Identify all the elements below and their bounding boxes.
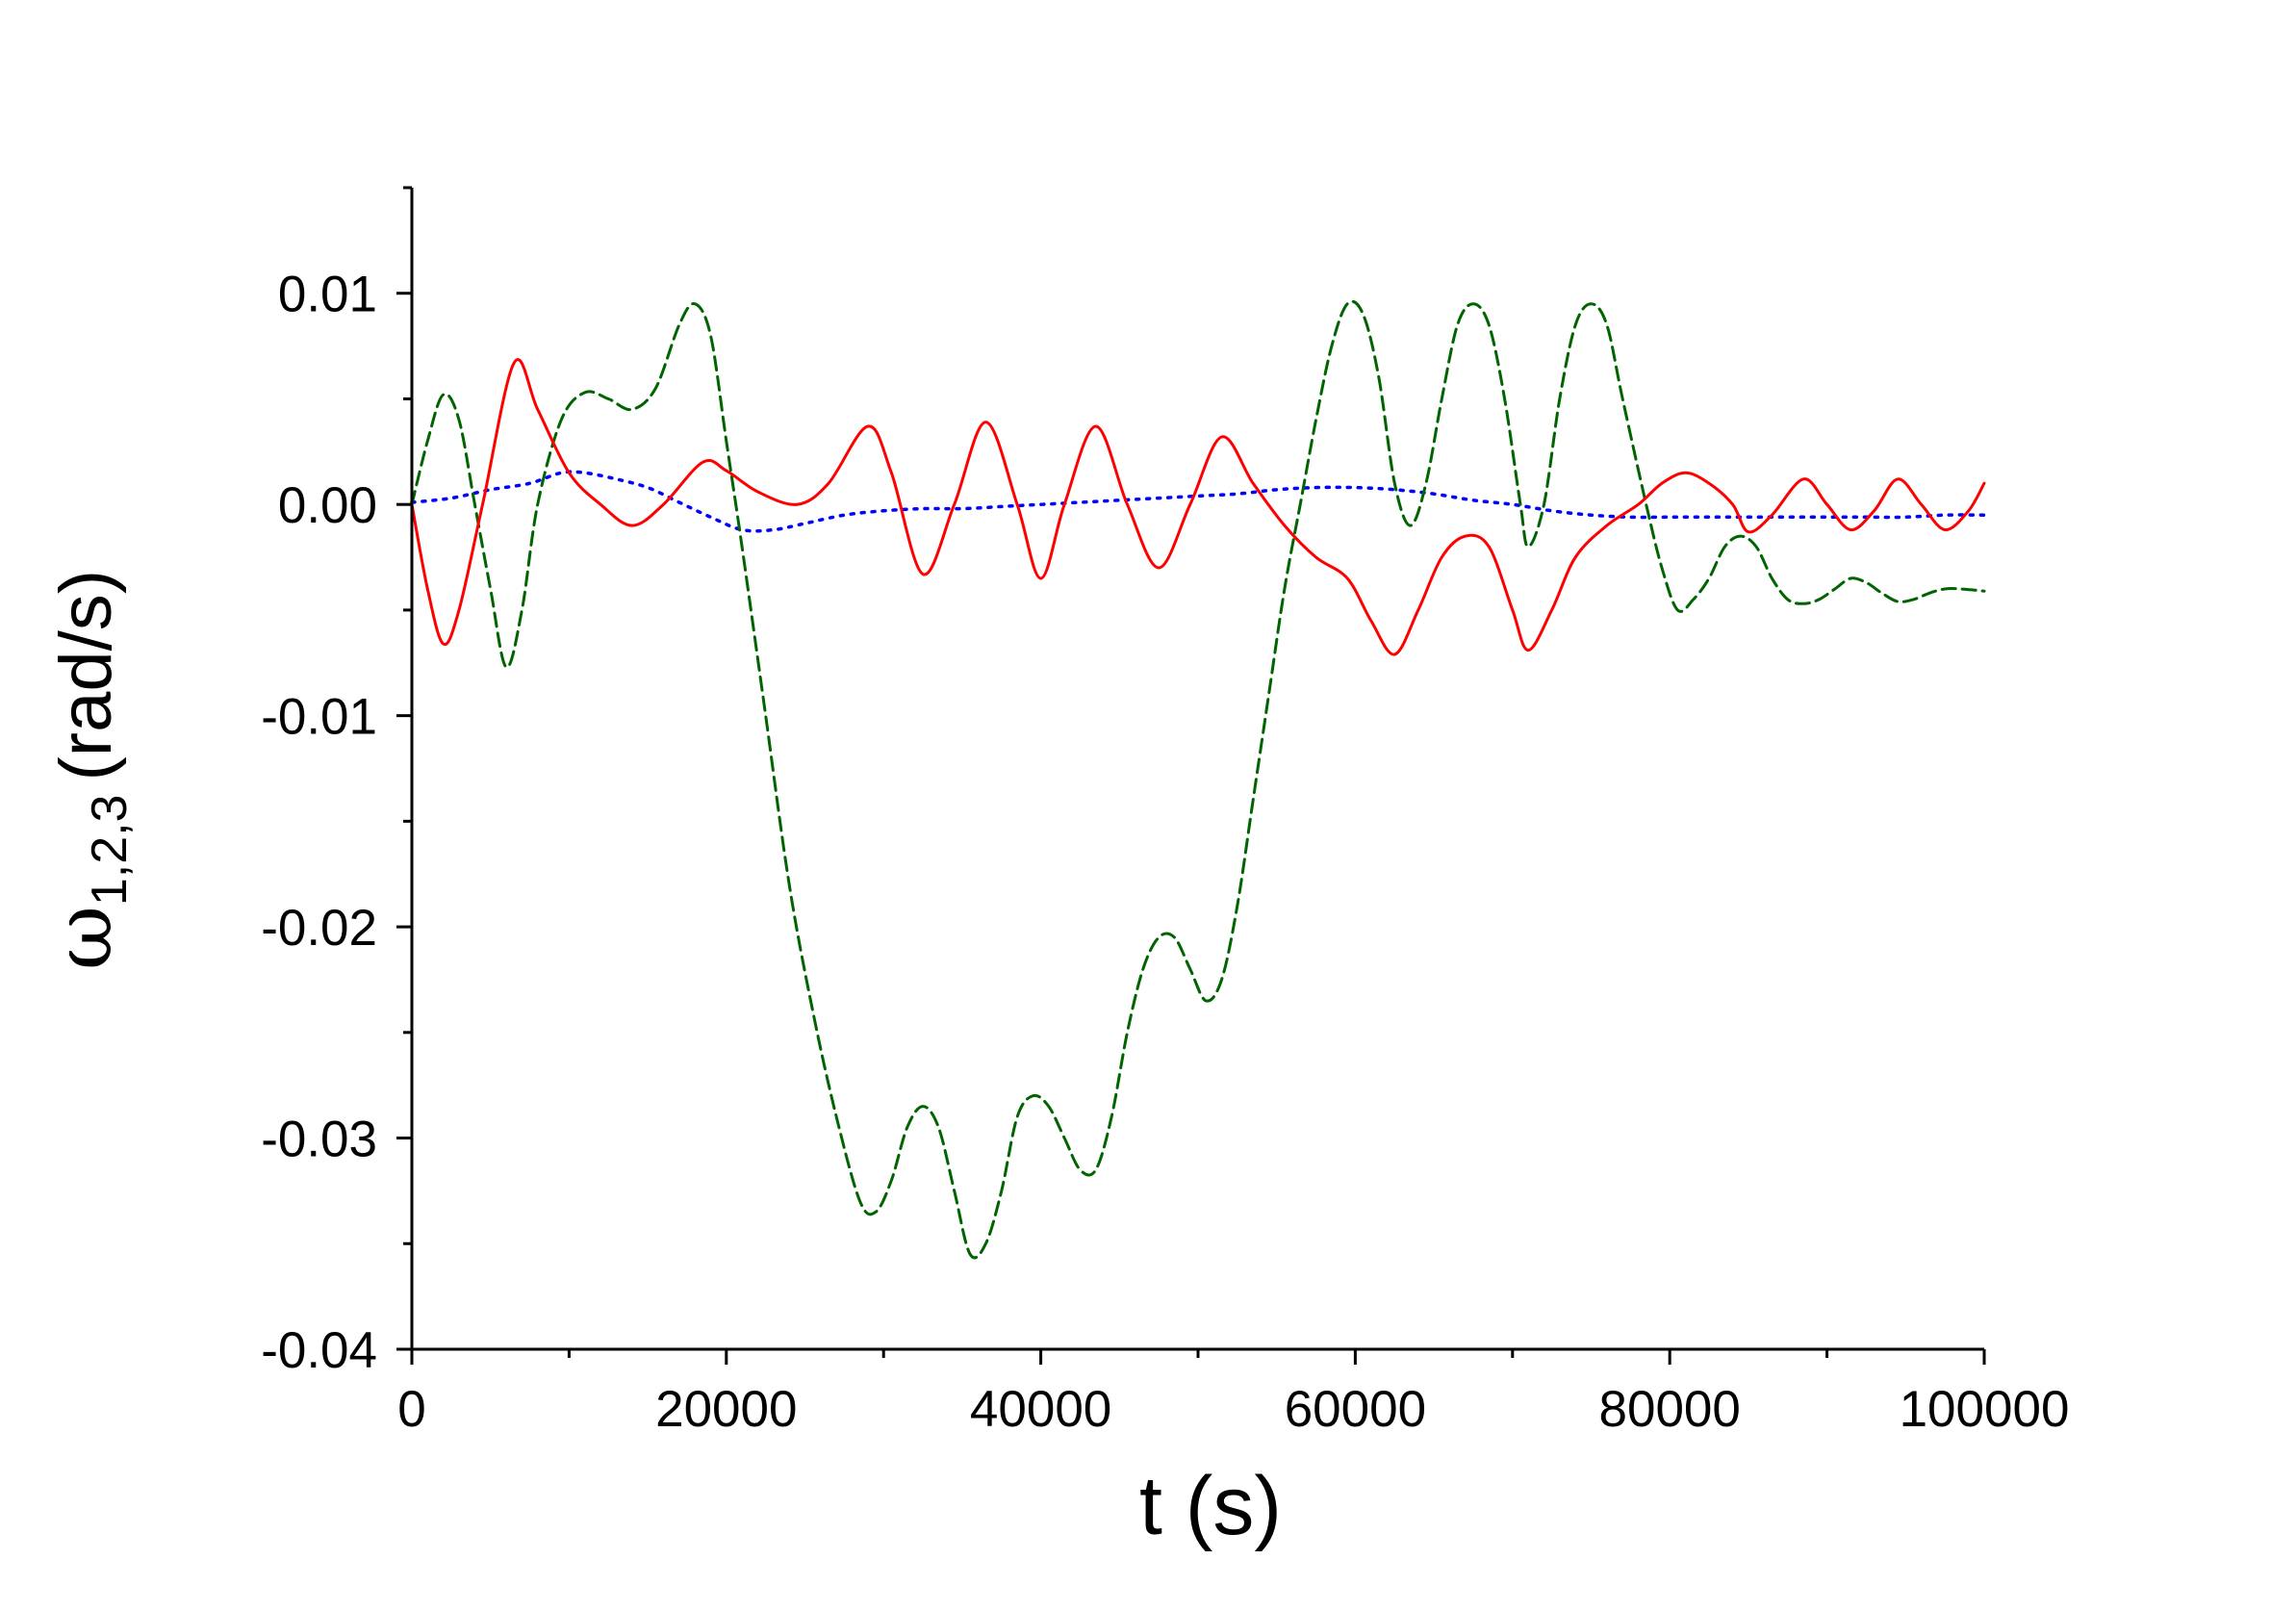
y-tick-label: -0.02 [261,900,377,957]
x-tick-label: 80000 [1599,1381,1741,1438]
series-line-dotted [410,470,1986,533]
x-axis-title: t (s) [1139,1460,1282,1552]
series-layer [410,299,1986,1260]
x-tick-label: 60000 [1285,1381,1426,1438]
x-tick-label: 100000 [1900,1381,2070,1438]
axes-layer [410,188,1984,1351]
x-tick-label: 20000 [655,1381,797,1438]
x-tick-label: 40000 [970,1381,1111,1438]
x-tick-label: 0 [397,1381,425,1438]
tick-labels-layer: 0 20000 40000 60000 80000 100000 -0.04 -0.03 -0.… [261,267,2069,1438]
y-tick-label: 0.00 [278,477,377,534]
y-tick-label: -0.03 [261,1112,377,1168]
series-line-dashed [410,299,1986,1260]
y-tick-label: -0.01 [261,689,377,746]
y-axis-title-subscript: 1,2,3 [82,795,138,907]
series-line-solid [410,358,1986,656]
y-tick-label: 0.01 [278,267,377,323]
ticks-layer [396,186,1986,1365]
y-axis-title-symbol: ω [38,906,130,970]
y-axis-title: ω1,2,3 (rad/s) [38,570,138,970]
y-axis-title-unit: (rad/s) [45,570,127,781]
y-tick-label: -0.04 [261,1322,377,1379]
